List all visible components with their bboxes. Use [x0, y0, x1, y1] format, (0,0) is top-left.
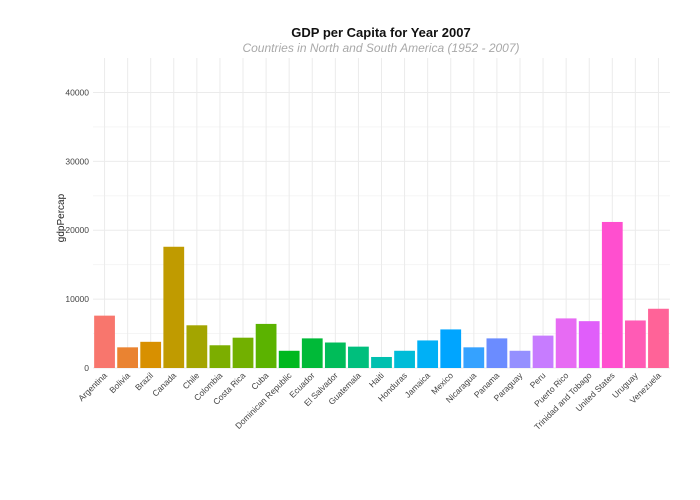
- bar-puerto-rico: [555, 318, 577, 368]
- bar-brazil: [140, 341, 162, 368]
- bar-ecuador: [301, 338, 323, 368]
- bar-canada: [163, 246, 185, 368]
- y-tick-label: 30000: [65, 156, 89, 166]
- grid: [93, 58, 670, 369]
- chart-title: GDP per Capita for Year 2007: [291, 25, 470, 40]
- bars: [94, 221, 669, 368]
- chart-subtitle: Countries in North and South America (19…: [242, 41, 519, 55]
- y-tick-label: 40000: [65, 87, 89, 97]
- x-tick-label: Haiti: [367, 370, 386, 389]
- bar-paraguay: [509, 350, 531, 368]
- bar-colombia: [209, 345, 231, 368]
- bar-guatemala: [348, 346, 369, 368]
- bar-venezuela: [648, 308, 669, 368]
- x-tick-label: Argentina: [76, 370, 109, 403]
- bar-united-states: [601, 221, 623, 368]
- bar-honduras: [394, 350, 415, 368]
- bar-peru: [532, 335, 554, 368]
- bar-mexico: [440, 329, 462, 368]
- y-tick-label: 10000: [65, 294, 89, 304]
- x-tick-label: Bolivia: [107, 370, 132, 395]
- bar-panama: [486, 338, 508, 368]
- bar-uruguay: [624, 320, 646, 368]
- bar-chile: [186, 325, 208, 368]
- x-tick-label: Peru: [528, 370, 548, 390]
- bar-jamaica: [417, 340, 439, 368]
- bar-nicaragua: [463, 347, 485, 368]
- bar-bolivia: [117, 347, 138, 368]
- bar-haiti: [371, 356, 392, 368]
- y-axis-label: gdpPercap: [56, 193, 67, 242]
- y-tick-label: 20000: [65, 225, 89, 235]
- bar-trinidad-and-tobago: [578, 321, 600, 368]
- x-tick-label: Canada: [150, 370, 178, 398]
- bar-argentina: [94, 315, 115, 368]
- bar-dominican-republic: [278, 350, 300, 368]
- bar-cuba: [255, 323, 277, 368]
- x-tick-label: Jamaica: [403, 370, 433, 400]
- bar-costa-rica: [232, 337, 254, 368]
- bar-el-salvador: [324, 342, 346, 368]
- y-axis: 0 10000 20000 30000 40000: [65, 87, 89, 373]
- y-tick-label: 0: [84, 363, 89, 373]
